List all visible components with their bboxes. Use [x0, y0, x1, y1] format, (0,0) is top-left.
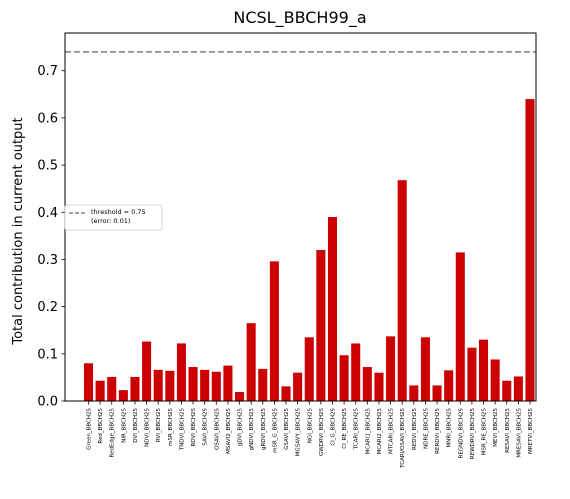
- x-tick-label: DVI_BBCH25: [133, 408, 139, 443]
- x-tick-label: MRETVI_BBCH25: [528, 408, 534, 454]
- bar-GSAVI_BBCH25: [281, 386, 291, 401]
- x-tick-label: NDRE_BBCH25: [423, 408, 429, 449]
- x-tick-label: MNRI_BBCH25: [447, 408, 453, 448]
- chart-title: NCSL_BBCH99_a: [233, 8, 366, 28]
- legend-box: [64, 204, 163, 231]
- legend: threshold = 0.75 (error: 0.01): [64, 204, 163, 231]
- x-tick-label: TCARI_BBCH25: [354, 408, 360, 451]
- bar-NGI_BBCH25: [304, 337, 314, 401]
- bar-MGSAVY_BBCH25: [293, 372, 303, 401]
- x-tick-label: gRDVI_BBCH25: [261, 408, 267, 451]
- x-axis: Green_BBCH25 Red_BBCH25 RedEdge_BBCH25 NIR_…: [87, 401, 534, 469]
- y-tick-label: 0.4: [37, 206, 58, 221]
- bar-DVI_BBCH25: [130, 376, 140, 401]
- bar-NDRE_BBCH25: [420, 337, 430, 401]
- y-axis-label: Total contribution in current output: [11, 117, 26, 345]
- x-tick-label: SAVI_BBCH25: [203, 408, 209, 446]
- bar-NDVI_BBCH25: [142, 341, 152, 401]
- x-tick-label: MGSAVY_BBCH25: [296, 408, 302, 457]
- bar-mSR_BBCH25: [165, 370, 175, 401]
- legend-threshold-error-label: (error: 0.01): [91, 217, 130, 225]
- x-tick-label: NGI_BBCH25: [307, 408, 313, 444]
- bar-MCARI2_BBCH25: [374, 372, 384, 401]
- bar-REDVI_BBCH25: [409, 385, 419, 401]
- x-tick-label: RDVI_BBCH25: [191, 408, 197, 447]
- x-tick-label: CI_RE_BBCH25: [342, 408, 348, 449]
- bar-RedEdge_BBCH25: [107, 376, 117, 401]
- x-tick-label: Green_BBCH25: [87, 408, 93, 450]
- x-tick-label: GWDRVI_BBCH25: [319, 408, 325, 457]
- bar-MEVI_BBCH25: [490, 359, 500, 401]
- bar-RDVI_BBCH25: [188, 367, 198, 401]
- y-tick-label: 0.0: [37, 395, 58, 410]
- y-tick-label: 0.7: [37, 64, 58, 79]
- bar-OSAVI_BBCH25: [211, 371, 221, 401]
- bar-MRETVI_BBCH25: [525, 99, 535, 402]
- bar-CI_G_BBCH25: [327, 217, 338, 401]
- y-tick-label: 0.6: [37, 111, 58, 126]
- y-tick-label: 0.5: [37, 159, 58, 174]
- x-tick-label: gDVI_BBCH25: [238, 408, 244, 447]
- bar-TNDVI_BBCH25: [176, 343, 186, 401]
- bar-MRESAVI_BBCH25: [513, 376, 523, 401]
- x-tick-label: RedEdge_BBCH25: [110, 408, 116, 458]
- x-tick-label: MCARI1_BBCH25: [365, 408, 371, 455]
- x-tick-label: TNDVI_BBCH25: [179, 408, 185, 452]
- bar-MTCARI_BBCH25: [386, 336, 396, 401]
- bar-REWDRVI_BBCH25: [467, 347, 477, 401]
- bar-RESAVI_BBCH25: [502, 380, 512, 401]
- x-tick-label: MSAVI2_BBCH25: [226, 408, 232, 454]
- x-tick-label: mSR_G_BBCH25: [272, 408, 278, 453]
- bar-GWDRVI_BBCH25: [316, 250, 326, 401]
- y-axis: 0.0 0.1 0.2 0.3 0.4 0.5 0.6 0.7: [37, 64, 65, 410]
- x-tick-label: gNDVI_BBCH25: [249, 408, 255, 451]
- bar-REGNDVI_BBCH25: [455, 252, 465, 401]
- bar-RVI_BBCH25: [153, 369, 163, 401]
- x-tick-label: mSR_BBCH25: [168, 408, 174, 446]
- x-tick-label: GSAVI_BBCH25: [284, 408, 290, 450]
- bar-NIR_BBCH25: [118, 390, 128, 401]
- bar-gDVI_BBCH25: [235, 392, 245, 401]
- bar-Green_BBCH25: [83, 363, 94, 401]
- bar-gNDVI_BBCH25: [246, 323, 256, 401]
- bar-MSR_RE_BBCH25: [478, 339, 489, 401]
- x-tick-label: MSR_RE_BBCH25: [482, 408, 488, 456]
- bar-CI_RE_BBCH25: [339, 355, 349, 401]
- x-tick-label: MRESAVI_BBCH25: [516, 408, 522, 458]
- x-tick-label: TCARI/OSAVI_BBCH25: [400, 408, 406, 469]
- x-tick-label: RERDVI_BBCH25: [435, 408, 441, 454]
- x-tick-label: NIR_BBCH25: [121, 408, 127, 443]
- x-tick-label: RESAVI_BBCH25: [505, 407, 511, 452]
- x-tick-label: REGNDVI_BBCH25: [458, 408, 464, 459]
- legend-threshold-label: threshold = 0.75: [91, 208, 146, 216]
- bars-layer: [83, 99, 535, 402]
- x-tick-label: MTCARI_BBCH25: [389, 408, 395, 455]
- x-tick-label: MCARI2_BBCH25: [377, 408, 383, 455]
- y-tick-label: 0.1: [37, 347, 58, 362]
- x-tick-label: RVI_BBCH25: [156, 408, 162, 443]
- bar-Red_BBCH25: [95, 380, 105, 401]
- bar-MNRI_BBCH25: [444, 370, 454, 401]
- bar-mSR_G_BBCH25: [269, 261, 279, 401]
- x-tick-label: OSAVI_BBCH25: [214, 408, 220, 450]
- y-tick-label: 0.3: [37, 253, 58, 268]
- bar-RERDVI_BBCH25: [432, 385, 442, 401]
- x-tick-label: MEVI_BBCH25: [493, 408, 499, 447]
- x-tick-label: Red_BBCH25: [98, 408, 104, 444]
- x-tick-label: CI_G_BBCH25: [330, 408, 336, 446]
- bar-gRDVI_BBCH25: [258, 368, 268, 401]
- x-tick-label: REDVI_BBCH25: [412, 408, 418, 450]
- bar-TCARI/OSAVI_BBCH25: [397, 180, 407, 401]
- bar-SAVI_BBCH25: [200, 369, 210, 401]
- y-tick-label: 0.2: [37, 300, 58, 315]
- x-tick-label: REWDRVI_BBCH25: [470, 408, 476, 460]
- bar-MSAVI2_BBCH25: [223, 365, 233, 401]
- bar-MCARI1_BBCH25: [362, 367, 372, 401]
- x-tick-label: NDVI_BBCH25: [145, 408, 151, 447]
- bar-TCARI_BBCH25: [351, 343, 361, 401]
